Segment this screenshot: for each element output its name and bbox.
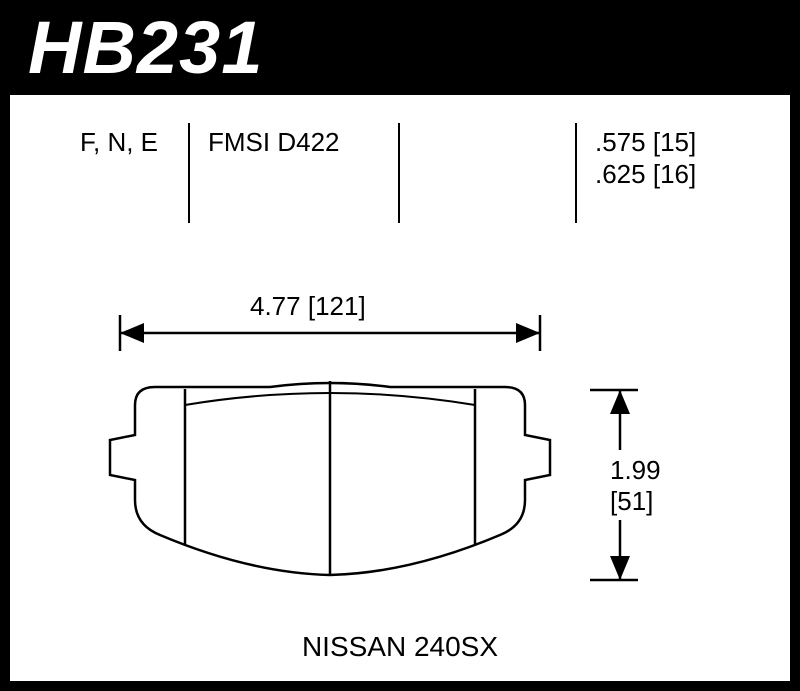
vehicle-label: NISSAN 240SX [10, 631, 790, 663]
thickness-in: .625 [595, 159, 646, 189]
width-mm: 121 [315, 291, 358, 321]
thickness-mm: 15 [660, 127, 689, 157]
compounds-label: F, N, E [80, 127, 158, 158]
fmsi-label: FMSI D422 [208, 127, 340, 158]
info-row: F, N, E FMSI D422 .575 [15] .625 [16] [10, 115, 790, 235]
content-frame: F, N, E FMSI D422 .575 [15] .625 [16] 4.… [0, 95, 800, 691]
width-label: 4.77 [121] [250, 291, 366, 322]
thickness-row-1: .625 [16] [595, 159, 696, 190]
width-in: 4.77 [250, 291, 301, 321]
thickness-mm: 16 [660, 159, 689, 189]
header-bar: HB231 [0, 0, 800, 95]
thickness-row-0: .575 [15] [595, 127, 696, 158]
divider-icon [398, 123, 400, 223]
part-number: HB231 [28, 5, 263, 90]
thickness-in: .575 [595, 127, 646, 157]
divider-icon [188, 123, 190, 223]
height-in: 1.99 [610, 455, 661, 485]
height-mm: 51 [617, 486, 646, 516]
divider-icon [575, 123, 577, 223]
page: HB231 F, N, E FMSI D422 .575 [15] .625 [… [0, 0, 800, 691]
brake-pad-icon [80, 375, 580, 595]
height-label: 1.99 [51] [610, 455, 661, 517]
